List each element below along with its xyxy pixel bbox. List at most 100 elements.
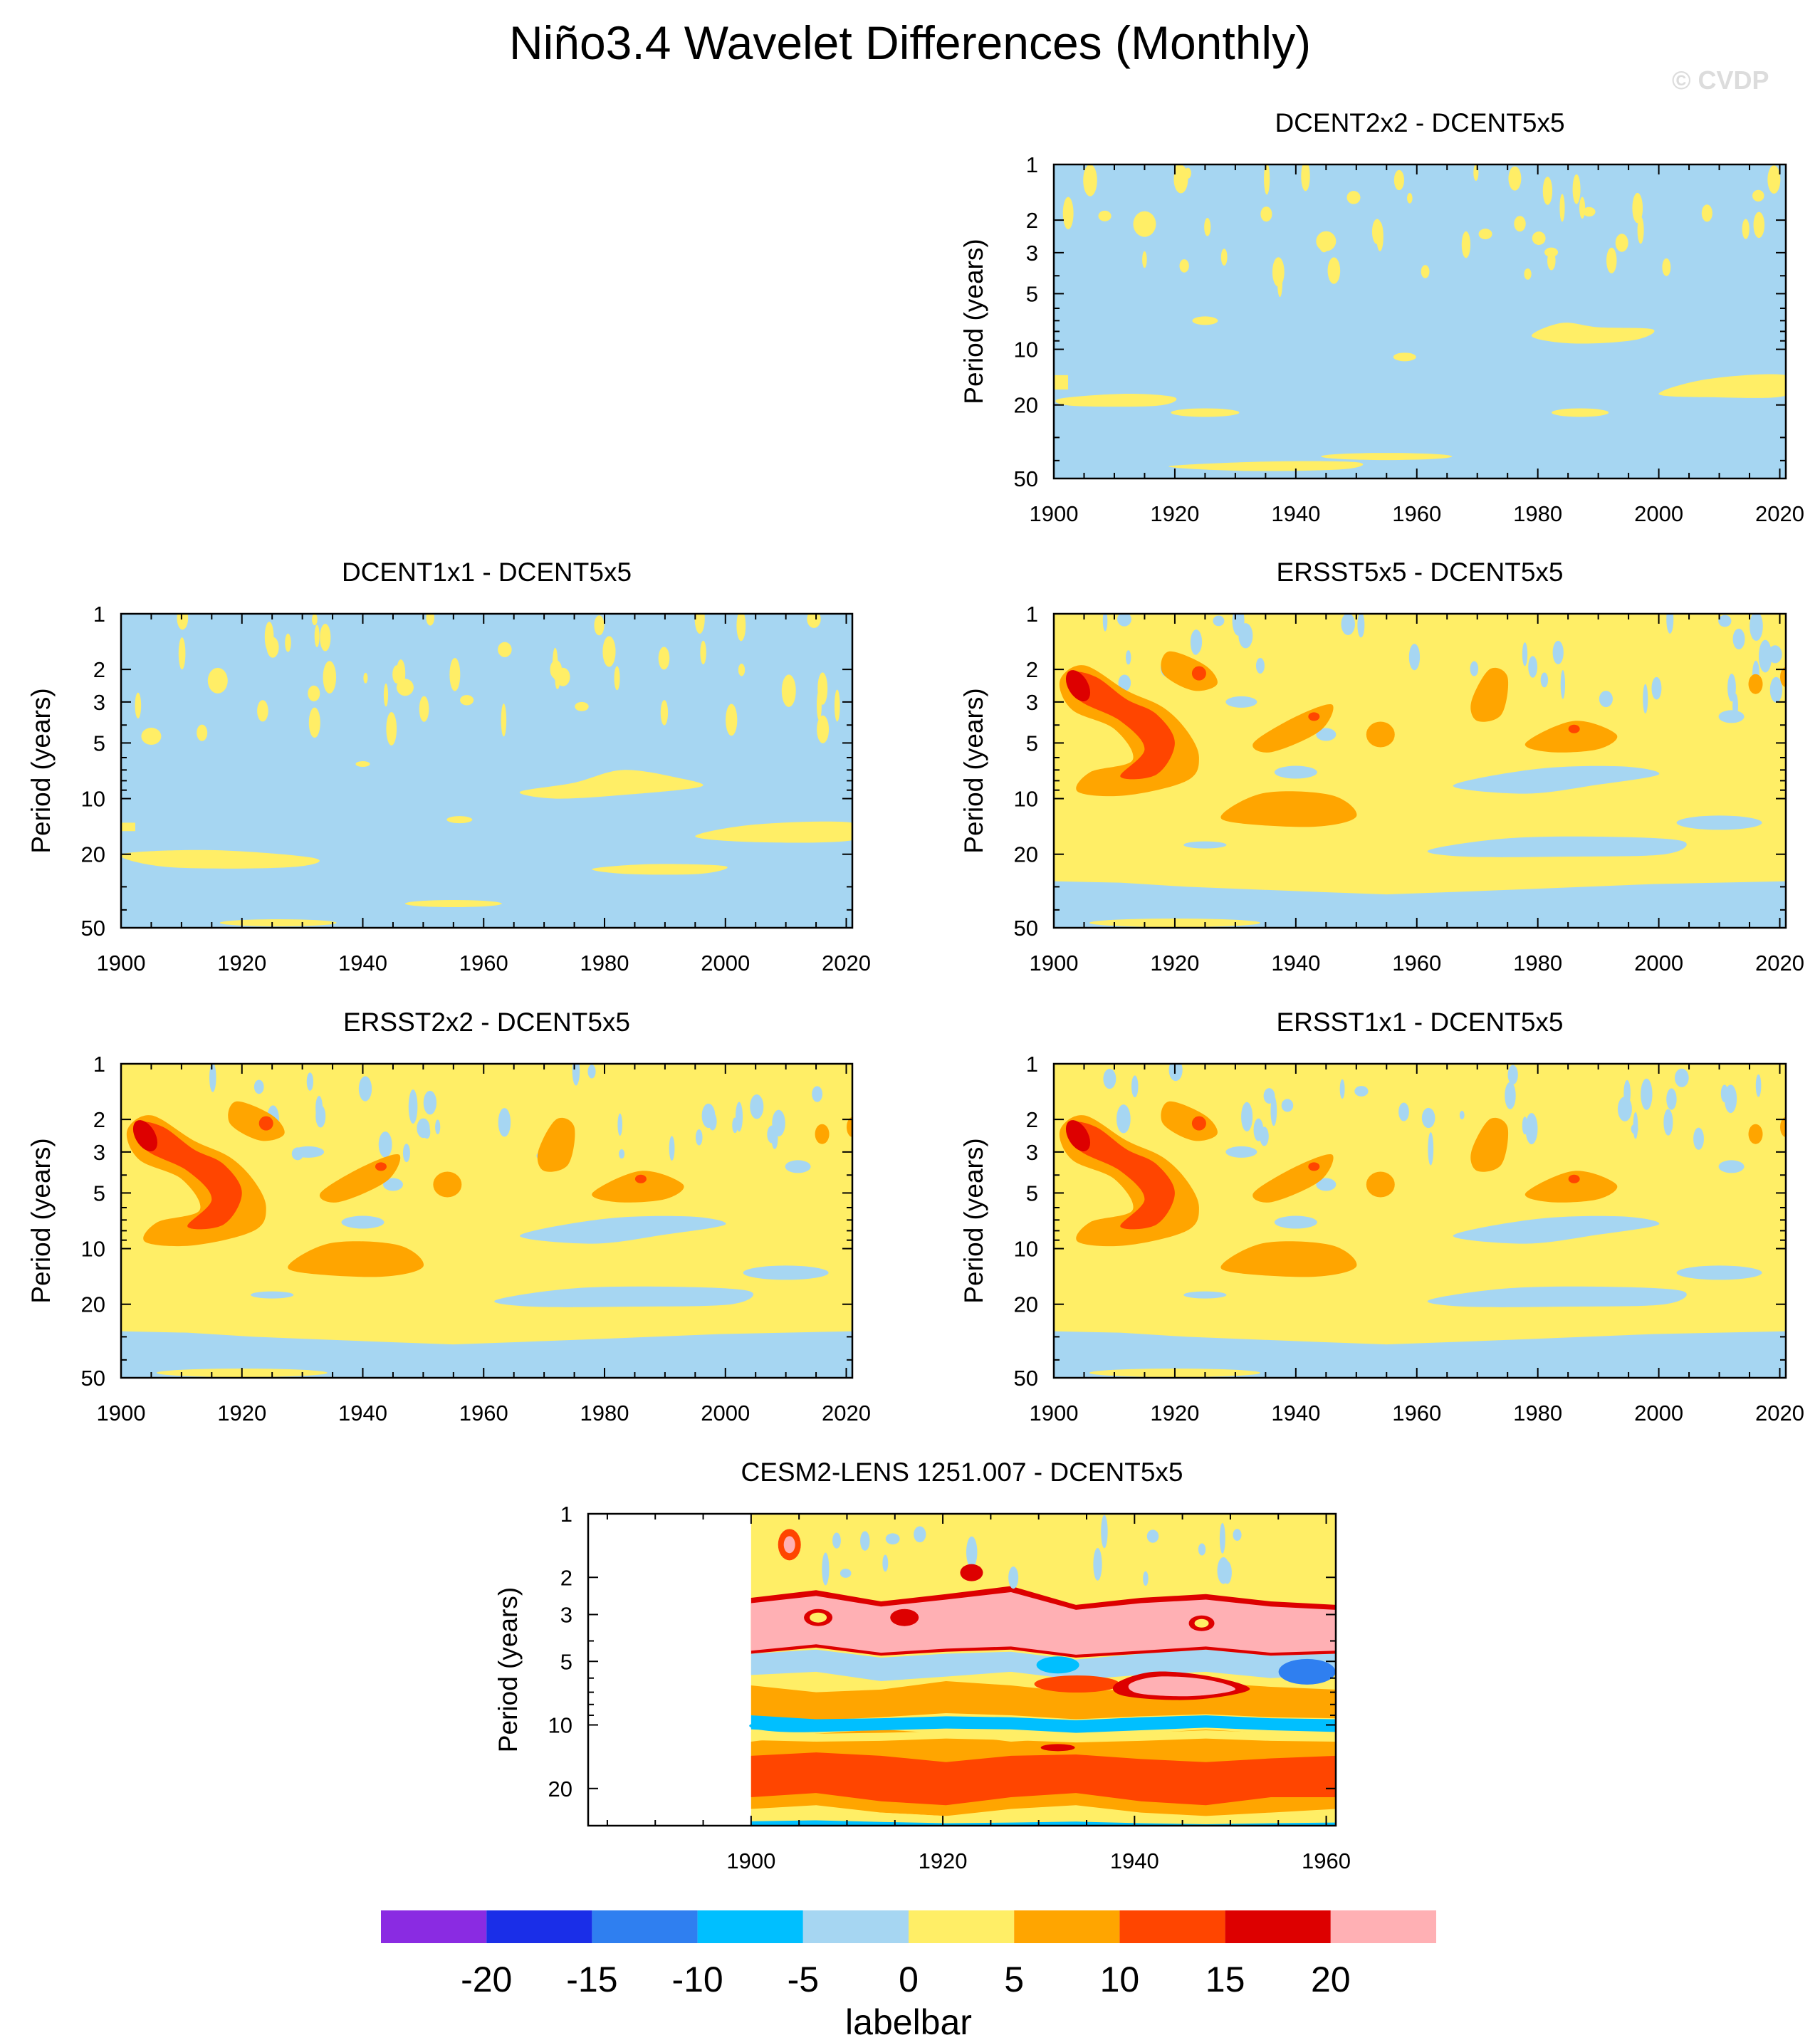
labelbar-swatch — [697, 1910, 803, 1943]
x-tick-label: 1960 — [1392, 501, 1441, 526]
y-tick-label: 3 — [1026, 690, 1038, 715]
y-tick-label: 10 — [548, 1713, 572, 1738]
y-axis-label: Period (years) — [493, 1587, 523, 1752]
x-tick-label: 1960 — [459, 951, 508, 975]
y-tick-label: 20 — [548, 1777, 572, 1801]
panel-title: ERSST1x1 - DCENT5x5 — [1277, 1008, 1564, 1037]
x-tick-label: 1940 — [338, 1401, 387, 1426]
x-tick-label: 2000 — [1634, 951, 1683, 975]
y-tick-label: 3 — [1026, 1140, 1038, 1165]
y-tick-label: 1 — [1026, 602, 1038, 627]
y-tick-label: 10 — [81, 1237, 105, 1262]
y-tick-label: 3 — [1026, 241, 1038, 266]
x-tick-label: 1900 — [97, 1401, 146, 1426]
x-tick-label: 2000 — [1634, 1401, 1683, 1426]
y-axis-label: Period (years) — [26, 1138, 56, 1303]
y-tick-label: 50 — [81, 916, 105, 941]
y-tick-label: 3 — [93, 690, 105, 715]
y-tick-label: 1 — [560, 1502, 572, 1527]
x-tick-label: 1920 — [1150, 501, 1199, 526]
y-tick-label: 5 — [93, 731, 105, 755]
y-tick-label: 5 — [93, 1181, 105, 1205]
labelbar-swatch — [381, 1910, 487, 1943]
panel-2: 1900 1920 1940 1960 1980 2000 2020 1 2 3 5 10 20 50 DC… — [26, 558, 871, 975]
x-tick-label: 1960 — [1392, 951, 1441, 975]
labelbar-title: labelbar — [845, 2002, 972, 2040]
x-tick-label: 1980 — [580, 1401, 629, 1426]
labelbar-swatch — [1225, 1910, 1331, 1943]
panel-title: DCENT1x1 - DCENT5x5 — [342, 558, 632, 587]
x-tick-label: 1980 — [580, 951, 629, 975]
y-tick-label: 20 — [81, 1292, 105, 1317]
panel-title: ERSST5x5 - DCENT5x5 — [1277, 558, 1564, 587]
x-tick-label: 2020 — [822, 1401, 871, 1426]
labelbar-tick-label: 15 — [1206, 1960, 1245, 1999]
labelbar-tick-label: 10 — [1100, 1960, 1140, 1999]
x-tick-label: 2020 — [1755, 1401, 1804, 1426]
y-tick-label: 10 — [1014, 1237, 1038, 1262]
y-tick-label: 2 — [1026, 208, 1038, 233]
plot-frame — [120, 1062, 854, 1379]
plot-frame — [120, 612, 854, 929]
y-tick-label: 5 — [1026, 1181, 1038, 1205]
labelbar-swatch — [592, 1910, 698, 1943]
x-tick-label: 1920 — [919, 1848, 968, 1873]
y-tick-label: 3 — [93, 1140, 105, 1165]
x-tick-label: 1900 — [97, 951, 146, 975]
x-tick-label: 1940 — [1271, 951, 1320, 975]
labelbar-tick-label: 5 — [1004, 1960, 1024, 1999]
x-tick-label: 2000 — [701, 951, 750, 975]
y-tick-label: 3 — [560, 1602, 572, 1627]
wavelet-field — [1054, 614, 1786, 928]
panel-title: ERSST2x2 - DCENT5x5 — [343, 1008, 630, 1037]
y-tick-label: 1 — [93, 602, 105, 627]
x-tick-label: 1900 — [1030, 501, 1079, 526]
labelbar-tick-label: -15 — [566, 1960, 617, 1999]
y-tick-label: 50 — [1014, 466, 1038, 491]
x-tick-label: 1940 — [1271, 1401, 1320, 1426]
panel-4: 1900 1920 1940 1960 1980 2000 2020 1 2 3 5 10 20 50 ER… — [26, 1008, 871, 1426]
plot-frame — [1052, 1062, 1787, 1379]
plot-frame — [587, 1512, 1337, 1827]
x-tick-label: 1920 — [1150, 1401, 1199, 1426]
y-tick-label: 2 — [93, 1107, 105, 1132]
y-tick-label: 1 — [1026, 152, 1038, 177]
y-tick-label: 50 — [1014, 1366, 1038, 1391]
panel-3: 1900 1920 1940 1960 1980 2000 2020 1 2 3 5 10 20 50 ER… — [959, 558, 1804, 975]
x-tick-label: 1940 — [1271, 501, 1320, 526]
x-tick-label: 2000 — [1634, 501, 1683, 526]
x-tick-label: 1920 — [1150, 951, 1199, 975]
x-tick-label: 1900 — [726, 1848, 775, 1873]
y-tick-label: 50 — [1014, 916, 1038, 941]
y-tick-label: 20 — [1014, 393, 1038, 418]
labelbar-tick-label: 20 — [1311, 1960, 1351, 1999]
panel-1: 1900 1920 1940 1960 1980 2000 2020 1 2 3 5 10 20 50 DC… — [959, 108, 1804, 526]
labelbar-tick-label: -10 — [671, 1960, 723, 1999]
x-tick-label: 1980 — [1513, 1401, 1562, 1426]
y-tick-label: 20 — [81, 842, 105, 867]
labelbar-tick-label: -20 — [461, 1960, 512, 1999]
x-tick-label: 1900 — [1030, 1401, 1079, 1426]
y-axis-label: Period (years) — [959, 688, 988, 853]
y-tick-label: 2 — [93, 657, 105, 682]
y-tick-label: 50 — [81, 1366, 105, 1391]
x-tick-label: 1940 — [1110, 1848, 1159, 1873]
watermark: © CVDP — [1672, 66, 1769, 95]
x-tick-label: 2020 — [1755, 501, 1804, 526]
plot-frame — [1052, 612, 1787, 929]
y-tick-label: 20 — [1014, 1292, 1038, 1317]
labelbar-tick-label: -5 — [788, 1960, 819, 1999]
labelbar-swatch — [486, 1910, 592, 1943]
x-tick-label: 1960 — [1392, 1401, 1441, 1426]
x-tick-label: 2020 — [1755, 951, 1804, 975]
y-tick-label: 1 — [93, 1052, 105, 1077]
panel-title: CESM2-LENS 1251.007 - DCENT5x5 — [741, 1458, 1183, 1487]
y-tick-label: 10 — [1014, 787, 1038, 812]
panel-6: 1900 1920 1940 1960 1 2 3 5 10 20 CESM2-LENS 1251.… — [493, 1458, 1351, 1873]
x-tick-label: 1900 — [1030, 951, 1079, 975]
labelbar-tick-label: 0 — [899, 1960, 919, 1999]
labelbar-swatch — [1014, 1910, 1120, 1943]
y-axis-label: Period (years) — [959, 239, 988, 404]
y-tick-label: 5 — [560, 1649, 572, 1674]
